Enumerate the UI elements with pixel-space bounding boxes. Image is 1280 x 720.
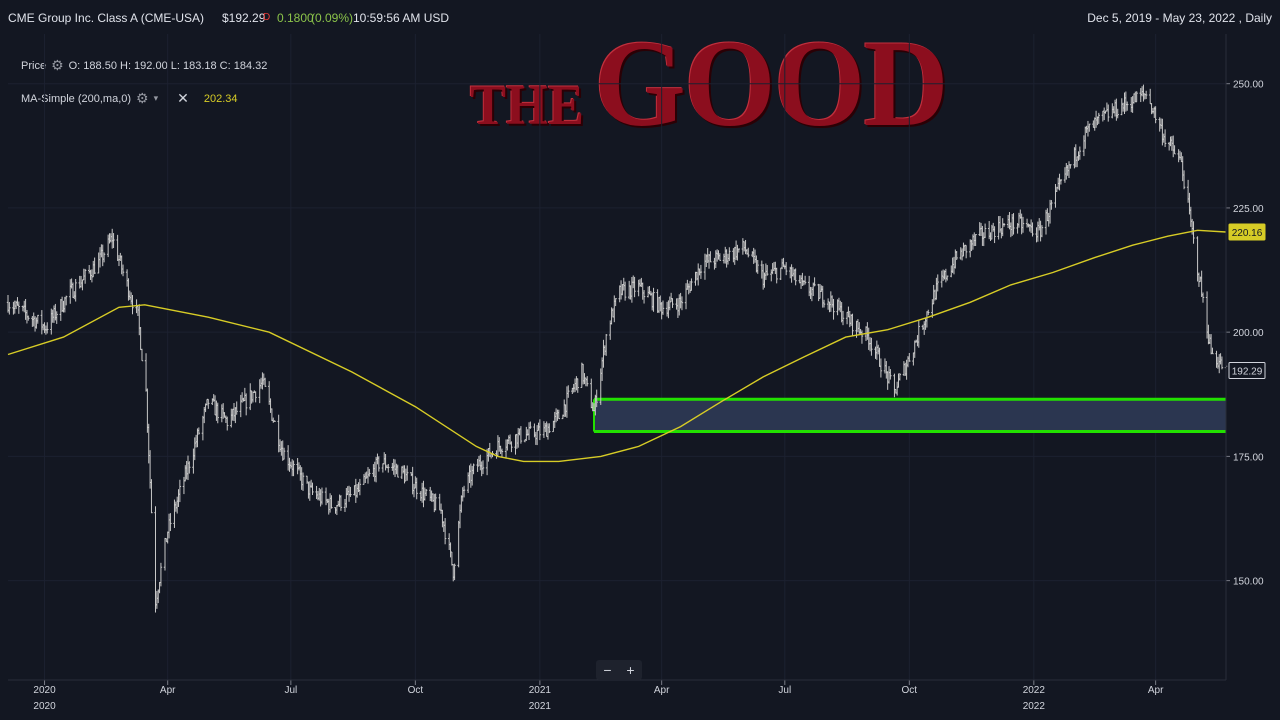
- price-change-percent: (0.09%): [311, 11, 354, 25]
- ma-legend-value: 202.34: [203, 92, 238, 105]
- quote-time: 10:59:56 AM USD: [353, 11, 450, 25]
- x-tick-label: 2022: [1023, 685, 1046, 696]
- gear-icon[interactable]: ⚙: [136, 90, 149, 106]
- close-icon[interactable]: ✕: [177, 90, 189, 106]
- x-year-label: 2021: [529, 701, 552, 712]
- change-marker: D: [263, 12, 271, 23]
- ma-price-tag-box: [1228, 223, 1266, 241]
- x-year-label: 2020: [33, 701, 56, 712]
- price-legend-label: Price: [21, 59, 47, 72]
- last-price-tag: 192.29: [1232, 366, 1263, 377]
- x-tick-label: Apr: [654, 685, 670, 696]
- x-year-label: 2022: [1023, 701, 1046, 712]
- ma-legend-label: MA-Simple (200,ma,0): [21, 92, 132, 105]
- y-tick-label: 225.00: [1233, 204, 1264, 215]
- x-tick-label: Oct: [902, 685, 918, 696]
- x-tick-label: Jul: [778, 685, 791, 696]
- x-tick-label: Jul: [284, 685, 297, 696]
- axes-layer: 2020 Apr Jul Oct 2021 Apr Jul Oct 2022 Apr 2020 202…: [8, 34, 1266, 712]
- chart-grid: [8, 34, 1226, 680]
- ma-price-tag: 220.16: [1232, 228, 1263, 239]
- y-tick-label: 250.00: [1233, 80, 1264, 91]
- ma-line: [7, 229, 1227, 463]
- date-range[interactable]: Dec 5, 2019 - May 23, 2022 , Daily: [1087, 11, 1272, 25]
- x-tick-label: Apr: [1148, 685, 1164, 696]
- zoom-out-button[interactable]: −: [603, 662, 612, 678]
- x-tick-label: Apr: [160, 685, 176, 696]
- ma-legend: MA-Simple (200,ma,0) ⚙ ▾ ✕ 202.34: [21, 90, 238, 107]
- x-tick-label: 2021: [529, 685, 552, 696]
- x-tick-label: 2020: [33, 685, 56, 696]
- y-tick-label: 175.00: [1233, 452, 1264, 463]
- x-tick-label: Oct: [408, 685, 424, 696]
- gear-icon[interactable]: ⚙: [51, 57, 64, 73]
- support-zone-layer: [592, 397, 1226, 434]
- symbol-title[interactable]: CME Group Inc. Class A (CME-USA): [8, 11, 205, 25]
- price-bars-layer: [6, 84, 1228, 613]
- zoom-controls: − +: [596, 660, 642, 680]
- y-tick-label: 150.00: [1233, 577, 1264, 588]
- support-zone: [593, 399, 1226, 432]
- chart-header: CME Group Inc. Class A (CME-USA) $192.29…: [0, 0, 1280, 34]
- zoom-in-button[interactable]: +: [626, 662, 635, 678]
- price-change: 0.1800: [277, 11, 314, 25]
- last-price: $192.29: [222, 11, 266, 25]
- chevron-down-icon[interactable]: ▾: [153, 93, 159, 103]
- last-price-tag-box: [1228, 361, 1266, 379]
- moving-average-layer: [7, 229, 1227, 463]
- y-tick-label: 200.00: [1233, 328, 1264, 339]
